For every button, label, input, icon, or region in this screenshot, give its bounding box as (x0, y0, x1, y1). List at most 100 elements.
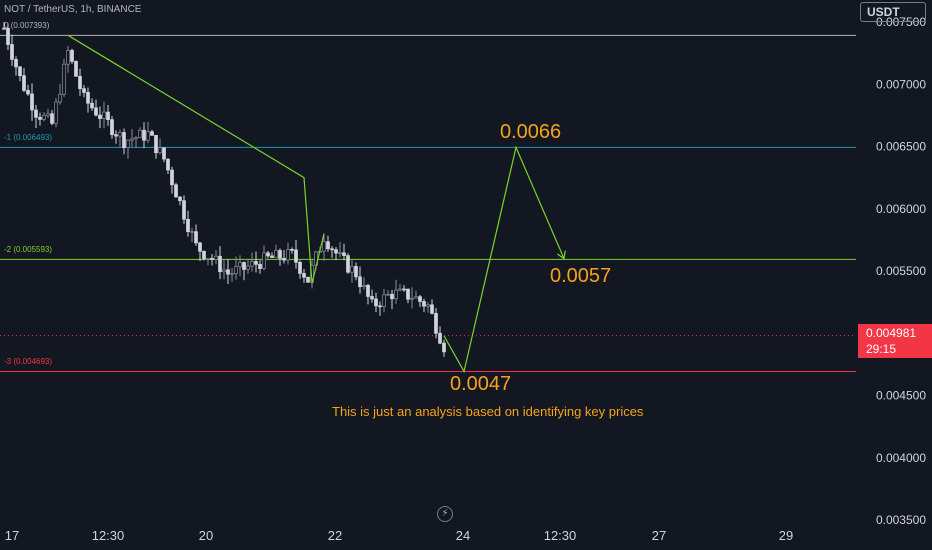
candle-body (14, 59, 18, 68)
candle-body (30, 93, 34, 111)
price-tick-label: 0.007000 (876, 77, 926, 91)
time-tick-label: 24 (456, 528, 470, 543)
candle-body (114, 134, 118, 137)
candle-body (422, 301, 426, 307)
candle-body (210, 258, 214, 260)
candle-body (330, 248, 334, 251)
candlesticks (2, 21, 446, 357)
target-label-mid: 0.0057 (550, 264, 612, 287)
fib-levels (0, 34, 856, 372)
candle-body (382, 294, 386, 307)
candle-body (238, 262, 242, 268)
candle-body (410, 297, 414, 300)
candle-body (222, 269, 226, 273)
candle-body (50, 113, 54, 124)
price-tick-label: 0.006500 (876, 140, 926, 154)
symbol-title: NOT / TetherUS, 1h, BINANCE (4, 4, 142, 15)
candle-body (178, 196, 182, 202)
candle-body (226, 269, 230, 275)
candle-body (390, 293, 394, 300)
candle-body (118, 132, 122, 137)
candle-body (38, 116, 42, 120)
candle-body (106, 111, 110, 120)
candle-body (326, 241, 330, 250)
candle-body (110, 119, 114, 136)
time-tick-label: 27 (652, 528, 666, 543)
price-axis: 0.007500 0.007000 0.006500 0.006000 0.005500… (876, 15, 926, 527)
candle-body (334, 249, 338, 254)
candle-body (158, 147, 162, 154)
candle-body (426, 304, 430, 307)
candle-body (398, 288, 402, 291)
candle-body (98, 114, 102, 119)
candle-body (266, 252, 270, 257)
candle-body (246, 265, 250, 270)
projection-arrowhead (557, 250, 566, 260)
fib-level-label-2: -2 (0.005593) (4, 245, 53, 255)
candle-body (42, 114, 46, 120)
replay-icon[interactable]: ⚡ (437, 506, 453, 522)
candle-body (194, 231, 198, 244)
current-price-tag: 0.004981 29:15 (858, 324, 932, 358)
candle-body (278, 250, 282, 259)
candle-body (54, 101, 58, 124)
candle-body (434, 313, 438, 334)
target-label-high: 0.0066 (500, 121, 562, 144)
candle-body (26, 90, 30, 95)
candle-body (258, 264, 262, 269)
candle-body (58, 93, 62, 103)
candle-body (46, 113, 50, 116)
candle-body (386, 293, 390, 296)
candle-body (322, 241, 326, 252)
candle-body (274, 250, 278, 258)
candle-body (370, 296, 374, 300)
candle-body (78, 75, 82, 90)
fib-level-label-0: 0 (0.007393) (4, 21, 50, 31)
candle-body (350, 266, 354, 273)
time-tick-label: 12:30 (92, 528, 125, 543)
currency-button[interactable]: USDT (860, 2, 926, 22)
price-tick-label: 0.003500 (876, 513, 926, 527)
prior-move-path (67, 34, 325, 284)
price-tick-label: 0.006000 (876, 202, 926, 216)
candle-body (242, 262, 246, 270)
candle-body (418, 296, 422, 302)
price-tick-label: 0.004000 (876, 451, 926, 465)
candle-body (414, 296, 418, 299)
candle-body (18, 66, 22, 77)
candle-body (402, 288, 406, 291)
price-tick-label: 0.004500 (876, 389, 926, 403)
candle-body (374, 298, 378, 307)
time-axis: 17 12:30 20 22 24 12:30 27 29 (5, 528, 793, 543)
candle-body (166, 158, 170, 171)
candle-body (298, 261, 302, 274)
candle-body (406, 288, 410, 300)
candle-body (234, 266, 238, 274)
price-tick-label: 0.007500 (876, 15, 926, 29)
candle-body (162, 147, 166, 160)
candle-body (142, 129, 146, 141)
candle-body (270, 255, 274, 258)
candle-body (354, 266, 358, 278)
bar-countdown: 29:15 (866, 342, 897, 356)
candle-body (150, 131, 154, 136)
candle-body (122, 132, 126, 148)
candle-body (346, 255, 350, 273)
candle-body (10, 44, 14, 60)
candle-body (126, 139, 130, 148)
candle-body (306, 276, 310, 283)
candle-body (102, 111, 106, 119)
candle-body (262, 252, 266, 269)
projection-path (443, 145, 565, 374)
candle-body (2, 27, 6, 30)
target-label-low: 0.0047 (450, 373, 512, 396)
fib-level-label-3: -3 (0.004693) (4, 357, 53, 367)
candle-body (286, 248, 290, 261)
candle-body (82, 88, 86, 93)
time-tick-label: 17 (5, 528, 19, 543)
candle-body (250, 261, 254, 267)
candle-body (66, 49, 70, 65)
candle-body (202, 250, 206, 259)
analysis-note: This is just an analysis based on identi… (332, 404, 644, 419)
